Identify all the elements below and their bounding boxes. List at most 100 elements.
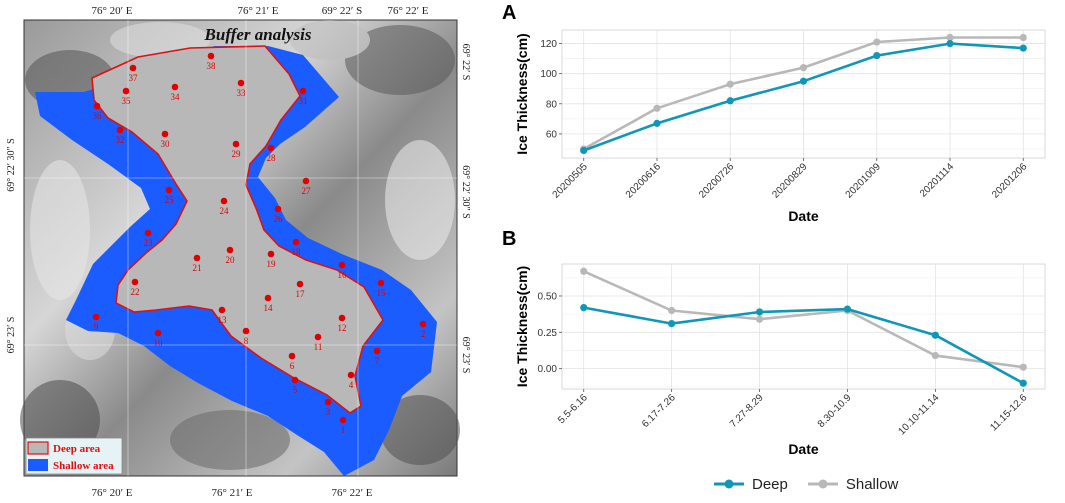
sample-point: 18 bbox=[292, 238, 302, 257]
sample-point-marker bbox=[122, 87, 130, 95]
sample-point: 25 bbox=[165, 186, 175, 205]
sample-point-marker bbox=[92, 313, 100, 321]
sample-point-marker bbox=[220, 197, 228, 205]
left-lat-label: 69° 23′ S bbox=[6, 317, 17, 354]
legend-label-shallow: Shallow bbox=[845, 475, 899, 493]
sample-point-marker bbox=[242, 327, 250, 335]
sample-point-label: 30 bbox=[161, 139, 171, 149]
plot-area bbox=[561, 263, 1046, 390]
sample-point: 21 bbox=[193, 254, 202, 273]
data-point-shallow bbox=[726, 80, 734, 88]
sample-point-label: 22 bbox=[131, 287, 140, 297]
x-axis-title: Date bbox=[788, 441, 819, 457]
bottom-lon-label: 76° 22′ E bbox=[331, 487, 372, 499]
data-point-shallow bbox=[1019, 363, 1027, 371]
x-axis-title: Date bbox=[788, 208, 819, 224]
y-axis-title: Ice Thickness(cm) bbox=[514, 266, 530, 387]
sample-point-marker bbox=[171, 83, 179, 91]
data-point-deep bbox=[843, 305, 852, 313]
sample-point: 29 bbox=[232, 140, 242, 159]
sample-point-marker bbox=[324, 398, 332, 406]
sample-point-marker bbox=[274, 205, 282, 213]
sample-point-label: 35 bbox=[122, 96, 132, 106]
sample-point-marker bbox=[302, 177, 310, 185]
series-shallow bbox=[580, 267, 1027, 371]
sample-point-marker bbox=[296, 280, 304, 288]
sample-point-label: 31 bbox=[299, 96, 308, 106]
sample-point-marker bbox=[377, 279, 385, 287]
sample-point-label: 2 bbox=[421, 329, 426, 339]
panel-a-label: A bbox=[502, 2, 517, 24]
sample-point-label: 37 bbox=[129, 73, 139, 83]
sample-point-marker bbox=[347, 371, 355, 379]
data-point-deep bbox=[946, 39, 954, 48]
sample-point-label: 7 bbox=[375, 356, 380, 366]
data-point-shallow bbox=[653, 104, 661, 112]
sample-point: 13 bbox=[218, 306, 227, 325]
y-axis-title: Ice Thickness(cm) bbox=[514, 33, 530, 154]
legend-item-shallow: Shallow bbox=[806, 475, 899, 493]
sample-point-label: 24 bbox=[220, 206, 230, 216]
chart-a: 60 80 100 120 20200505 20200616 20200726 202008… bbox=[514, 29, 1046, 224]
series-line-shallow bbox=[583, 270, 1024, 369]
top-lon-label: 69° 22′ S bbox=[322, 5, 362, 17]
x-tick-label: 20201206 bbox=[990, 161, 1030, 201]
sample-point-label: 5 bbox=[293, 385, 298, 395]
sample-point: 10 bbox=[154, 329, 164, 348]
sample-point-marker bbox=[288, 352, 296, 360]
sample-point-marker bbox=[339, 416, 347, 424]
legend-label-deep: Deep bbox=[752, 475, 788, 493]
chart-legend: Deep Shallow bbox=[712, 471, 916, 497]
data-point-shallow bbox=[1019, 33, 1027, 42]
sample-point-label: 18 bbox=[292, 247, 302, 257]
sample-point-marker bbox=[419, 320, 427, 328]
sample-point-marker bbox=[264, 294, 272, 302]
sample-point-label: 26 bbox=[274, 214, 284, 224]
sample-point: 14 bbox=[264, 294, 273, 313]
sample-point: 11 bbox=[314, 333, 323, 352]
sample-point: 28 bbox=[267, 144, 276, 163]
sample-point: 2 bbox=[419, 320, 427, 339]
sample-point-marker bbox=[165, 186, 173, 194]
sample-point-label: 21 bbox=[193, 263, 202, 273]
right-lat-label: 69° 22′ S bbox=[460, 44, 471, 81]
deep-area-legend-label: Deep area bbox=[53, 443, 101, 455]
data-point-deep bbox=[580, 146, 588, 155]
sample-point-marker bbox=[291, 376, 299, 384]
sample-point-label: 19 bbox=[267, 259, 277, 269]
sample-point-label: 25 bbox=[165, 195, 175, 205]
sample-point: 35 bbox=[122, 87, 132, 106]
series-shallow bbox=[580, 33, 1027, 153]
graticule bbox=[24, 20, 457, 476]
sample-point-marker bbox=[267, 144, 275, 152]
sample-point-label: 10 bbox=[154, 338, 164, 348]
sample-point-label: 23 bbox=[144, 238, 154, 248]
map-title: Buffer analysis bbox=[204, 25, 312, 44]
data-point-deep bbox=[726, 97, 734, 105]
legend-item-deep: Deep bbox=[712, 476, 788, 493]
sample-point: 22 bbox=[131, 278, 140, 297]
y-tick-label: 0.50 bbox=[538, 291, 558, 302]
bottom-lon-label: 76° 21′ E bbox=[211, 487, 252, 499]
x-tick-label: 7.27-8.29 bbox=[728, 392, 766, 430]
map-panel: 37 38 35 34 33 36 31 32 29 30 28 27 25 26 24 23 18 19 20 21… bbox=[0, 0, 490, 503]
x-tick-label: 20201114 bbox=[918, 161, 956, 199]
data-point-shallow bbox=[873, 38, 881, 46]
top-lon-label: 76° 22′ E bbox=[387, 5, 428, 17]
sample-point-label: 29 bbox=[232, 149, 242, 159]
sample-point-label: 11 bbox=[314, 342, 323, 352]
sample-point: 34 bbox=[171, 83, 180, 102]
sample-point: 24 bbox=[220, 197, 230, 216]
data-point-shallow bbox=[755, 315, 764, 323]
sample-point: 16 bbox=[338, 261, 347, 280]
data-point-shallow bbox=[931, 351, 939, 360]
left-lat-label: 69° 22′ 30″ S bbox=[6, 138, 17, 191]
sample-point-marker bbox=[373, 347, 381, 355]
sample-point-label: 38 bbox=[207, 61, 217, 71]
sample-point: 27 bbox=[302, 177, 311, 196]
sample-point: 17 bbox=[296, 280, 305, 299]
sample-point-label: 32 bbox=[116, 135, 125, 145]
sample-point-marker bbox=[267, 250, 275, 258]
data-point-deep bbox=[931, 331, 939, 339]
sample-point-marker bbox=[161, 130, 169, 138]
